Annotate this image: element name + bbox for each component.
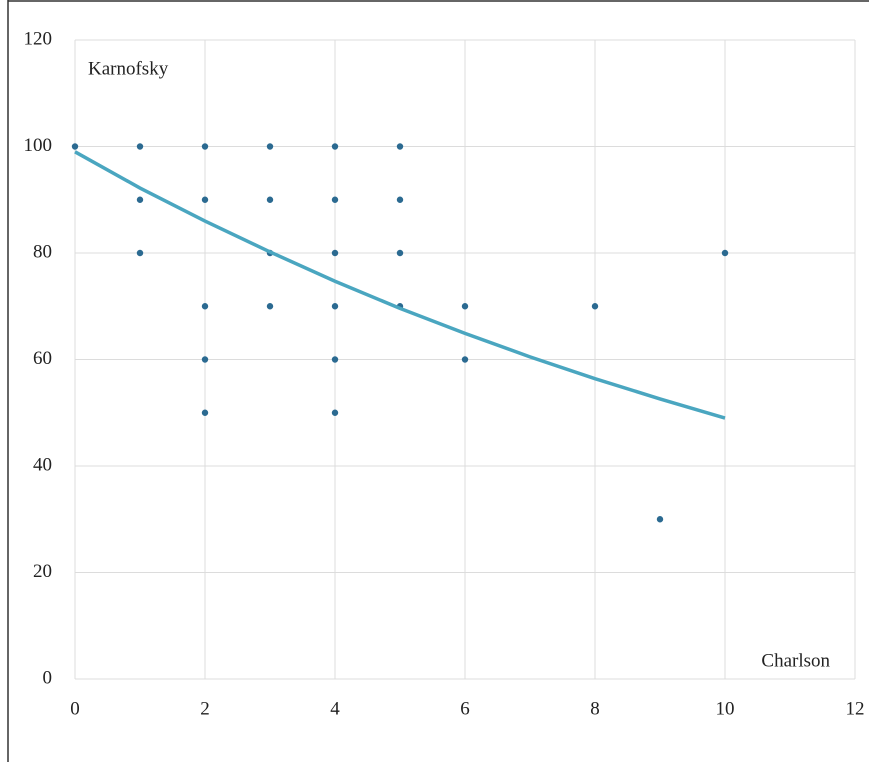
point [71, 143, 79, 150]
x-tick-label: 8 [590, 698, 600, 719]
point [396, 249, 404, 257]
point [266, 143, 274, 150]
point [331, 303, 339, 310]
y-tick-label: 120 [24, 28, 53, 49]
x-tick-label: 12 [846, 698, 865, 719]
point [331, 409, 339, 416]
point [396, 196, 404, 203]
point [201, 409, 209, 416]
marks [71, 143, 729, 523]
point [656, 516, 664, 523]
y-tick-label: 80 [33, 241, 52, 262]
x-tick-label: 6 [460, 698, 470, 719]
point [201, 196, 209, 203]
y-tick-label: 40 [33, 454, 52, 475]
x-tick-label: 10 [716, 698, 735, 719]
point [331, 143, 339, 150]
point [331, 356, 339, 363]
y-tick-label: 100 [24, 135, 53, 156]
point [331, 196, 339, 203]
point [721, 249, 729, 257]
point [201, 303, 209, 310]
point [136, 196, 144, 203]
point [136, 249, 144, 257]
point [331, 249, 339, 257]
point [266, 196, 274, 203]
point [591, 303, 599, 310]
point [136, 143, 144, 150]
y-tick-label: 0 [43, 667, 53, 688]
point [201, 143, 209, 150]
point [461, 303, 469, 310]
x-axis-label: Charlson [761, 650, 830, 671]
x-tick-label: 4 [330, 698, 340, 719]
y-tick-label: 60 [33, 348, 52, 369]
point [396, 143, 404, 150]
y-axis-label: Karnofsky [88, 58, 169, 79]
point [461, 356, 469, 363]
y-tick-label: 20 [33, 561, 52, 582]
trend-line [74, 150, 726, 420]
point [201, 356, 209, 363]
x-tick-label: 0 [70, 698, 80, 719]
x-tick-label: 2 [200, 698, 210, 719]
point [266, 303, 274, 310]
